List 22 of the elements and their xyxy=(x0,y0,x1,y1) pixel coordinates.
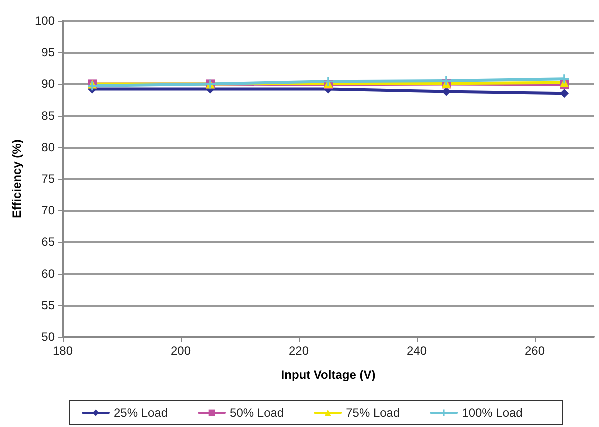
y-tick-label: 75 xyxy=(42,172,56,186)
x-tick-label: 200 xyxy=(170,344,192,358)
y-tick-label: 60 xyxy=(42,266,56,281)
y-tick-label: 70 xyxy=(42,204,56,218)
y-tick-label: 80 xyxy=(42,140,56,154)
legend-label: 25% Load xyxy=(114,406,168,420)
x-axis-title: Input Voltage (V) xyxy=(281,368,376,382)
legend-label: 75% Load xyxy=(346,406,400,420)
y-axis-title: Efficiency (%) xyxy=(10,140,24,218)
legend-label: 100% Load xyxy=(462,406,523,420)
y-tick-label: 85 xyxy=(42,108,56,123)
y-tick-label: 65 xyxy=(42,235,56,250)
x-tick-label: 240 xyxy=(406,344,428,358)
y-tick-label: 95 xyxy=(42,46,56,60)
x-tick-label: 220 xyxy=(288,344,310,358)
y-tick-label: 90 xyxy=(42,77,56,92)
y-tick-label: 100 xyxy=(34,14,56,28)
legend-label: 50% Load xyxy=(230,406,284,420)
x-tick-label: 260 xyxy=(524,344,546,358)
x-tick-label: 180 xyxy=(52,344,74,358)
y-tick-label: 50 xyxy=(42,330,56,344)
y-tick-label: 55 xyxy=(42,298,56,312)
